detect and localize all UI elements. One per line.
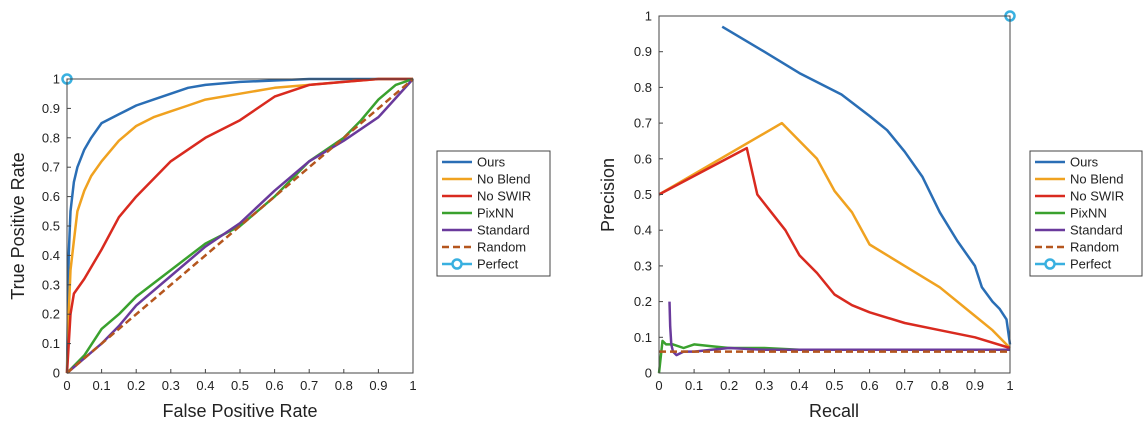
pr-x-tick-label: 0.2 <box>720 378 738 393</box>
roc-y-tick-label: 0.4 <box>42 248 60 263</box>
roc-x-tick-label: 0 <box>63 378 70 393</box>
roc-legend: Ours No Blend No SWIR PixNN Standard Random Pe… <box>436 150 551 277</box>
pr-series-no-blend-line <box>658 121 1011 349</box>
pr-y-tick-label: 0.7 <box>634 116 652 131</box>
pr-legend-pixnn-label: PixNN <box>1070 206 1107 221</box>
roc-x-tick-label: 0.5 <box>231 378 249 393</box>
roc-x-tick-label: 1 <box>409 378 416 393</box>
pr-x-tick-label: 0.3 <box>755 378 773 393</box>
roc-series-no-swir-line <box>65 77 413 374</box>
pr-legend-no-blend-label: No Blend <box>1070 172 1123 187</box>
pr-y-tick-label: 0.8 <box>634 80 652 95</box>
pr-x-tick-label: 0.7 <box>896 378 914 393</box>
roc-x-ticks: 0 0.1 0.2 0.3 0.4 0.5 0.6 0.7 0.8 0.9 1 <box>63 369 417 393</box>
pr-series-pixnn-line <box>657 339 1010 374</box>
roc-x-tick-label: 0.7 <box>300 378 318 393</box>
roc-x-tick-label: 0.2 <box>127 378 145 393</box>
pr-y-ticks: 0 0.1 0.2 0.3 0.4 0.5 0.6 0.7 0.8 0.9 1 <box>634 9 663 381</box>
roc-y-ticks: 0 0.1 0.2 0.3 0.4 0.5 0.6 0.7 0.8 0.9 1 <box>42 72 71 381</box>
roc-y-tick-label: 0.1 <box>42 336 60 351</box>
roc-y-tick-label: 0.2 <box>42 307 60 322</box>
pr-y-axis-label: Precision <box>598 158 618 232</box>
pr-x-tick-label: 0.9 <box>966 378 984 393</box>
pr-x-tick-label: 0.5 <box>825 378 843 393</box>
roc-legend-perfect-label: Perfect <box>477 257 519 272</box>
roc-x-tick-label: 0.8 <box>335 378 353 393</box>
roc-y-tick-label: 0.6 <box>42 189 60 204</box>
pr-x-tick-label: 0.8 <box>931 378 949 393</box>
roc-y-tick-label: 0.5 <box>42 219 60 234</box>
roc-legend-no-blend-label: No Blend <box>477 172 530 187</box>
roc-y-tick-label: 0.8 <box>42 130 60 145</box>
roc-legend-no-swir-label: No SWIR <box>477 189 531 204</box>
pr-y-tick-label: 0.1 <box>634 330 652 345</box>
pr-legend-random-label: Random <box>1070 240 1119 255</box>
roc-y-tick-label: 0.9 <box>42 101 60 116</box>
pr-x-tick-label: 0 <box>655 378 662 393</box>
roc-y-tick-label: 1 <box>53 72 60 87</box>
roc-y-tick-label: 0.3 <box>42 277 60 292</box>
pr-series-layer <box>657 10 1016 374</box>
pr-plot-frame <box>658 15 1011 374</box>
pr-y-tick-label: 0.3 <box>634 258 652 273</box>
roc-series-random-line <box>66 78 414 374</box>
roc-y-axis-label: True Positive Rate <box>8 152 28 299</box>
pr-legend-standard-label: Standard <box>1070 223 1123 238</box>
pr-series-no-swir-line <box>658 146 1011 350</box>
pr-x-axis-label: Recall <box>809 401 859 421</box>
roc-y-tick-label: 0 <box>53 366 60 381</box>
roc-x-tick-label: 0.1 <box>93 378 111 393</box>
pr-legend-ours-label: Ours <box>1070 155 1099 170</box>
pr-series-ours-line <box>721 25 1012 345</box>
pr-y-tick-label: 0 <box>645 366 652 381</box>
roc-x-axis-label: False Positive Rate <box>162 401 317 421</box>
roc-y-tick-label: 0.7 <box>42 160 60 175</box>
pr-legend-perfect-label: Perfect <box>1070 257 1112 272</box>
pr-chart: 0 0.1 0.2 0.3 0.4 0.5 0.6 0.7 0.8 0.9 1 0 0.1 0.2 0.3… <box>598 9 1143 421</box>
roc-x-tick-label: 0.9 <box>369 378 387 393</box>
roc-series-layer <box>61 73 414 374</box>
pr-y-tick-label: 0.2 <box>634 294 652 309</box>
roc-legend-standard-label: Standard <box>477 223 530 238</box>
roc-x-tick-label: 0.6 <box>266 378 284 393</box>
pr-y-tick-label: 0.4 <box>634 223 652 238</box>
roc-legend-perfect-swatch-marker <box>451 258 463 270</box>
pr-x-tick-label: 1 <box>1006 378 1013 393</box>
pr-legend-no-swir-label: No SWIR <box>1070 189 1124 204</box>
roc-series-pixnn-line <box>66 77 414 374</box>
pr-x-ticks: 0 0.1 0.2 0.3 0.4 0.5 0.6 0.7 0.8 0.9 1 <box>655 369 1014 393</box>
roc-legend-pixnn-label: PixNN <box>477 206 514 221</box>
pr-y-tick-label: 1 <box>645 9 652 24</box>
pr-legend: Ours No Blend No SWIR PixNN Standard Random Pe… <box>1029 150 1143 277</box>
roc-x-tick-label: 0.3 <box>162 378 180 393</box>
pr-y-tick-label: 0.6 <box>634 151 652 166</box>
pr-y-tick-label: 0.5 <box>634 187 652 202</box>
roc-chart: 0 0.1 0.2 0.3 0.4 0.5 0.6 0.7 0.8 0.9 1 0 0.1 0.2 0.3… <box>8 72 551 421</box>
pr-x-tick-label: 0.1 <box>685 378 703 393</box>
pr-y-tick-label: 0.9 <box>634 44 652 59</box>
roc-x-tick-label: 0.4 <box>196 378 214 393</box>
roc-series-no-blend-line <box>65 77 413 374</box>
pr-legend-perfect-swatch-marker <box>1044 258 1056 270</box>
pr-x-tick-label: 0.4 <box>790 378 808 393</box>
pr-x-tick-label: 0.6 <box>861 378 879 393</box>
pr-series-standard-line <box>668 301 1010 357</box>
roc-legend-ours-label: Ours <box>477 155 506 170</box>
roc-legend-random-label: Random <box>477 240 526 255</box>
